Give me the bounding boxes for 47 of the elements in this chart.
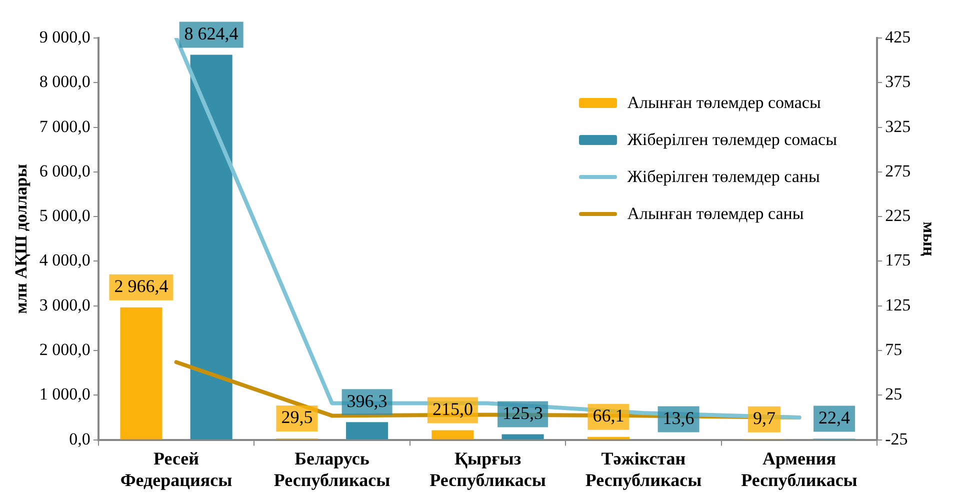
- bar: [432, 430, 474, 440]
- data-label: 8 624,4: [184, 24, 238, 44]
- y2-tick-label: 175: [885, 250, 911, 270]
- bar: [587, 436, 630, 440]
- legend-label: Алынған төлемдер сомасы: [627, 93, 821, 113]
- y2-tick-label: 75: [885, 340, 902, 359]
- y2-axis-title: мың: [919, 222, 938, 256]
- data-label: 29,5: [281, 407, 313, 428]
- y-tick-label: 8 000,0: [39, 72, 90, 92]
- data-label: 9,7: [752, 408, 776, 428]
- y-tick-label: 3 000,0: [39, 295, 90, 314]
- data-label: 66,1: [592, 406, 624, 426]
- y2-tick-label: 25: [885, 384, 902, 404]
- y-tick-label: 0,0: [69, 429, 90, 448]
- data-label: 125,3: [502, 402, 544, 423]
- y2-tick-label: 425: [885, 27, 911, 46]
- y2-tick-label: 375: [885, 72, 911, 92]
- x-tick-label: Ресей Федерациясы: [120, 448, 232, 490]
- legend-label: Жіберілген төлемдер саны: [627, 167, 820, 187]
- y-axis-title: млн АҚШ доллары: [12, 164, 31, 314]
- data-label: 2 966,4: [114, 276, 168, 296]
- y-tick-label: 5 000,0: [39, 206, 90, 226]
- data-label: 13,6: [662, 408, 694, 428]
- data-label: 215,0: [432, 398, 473, 419]
- legend-label: Алынған төлемдер саны: [627, 204, 804, 224]
- x-tick-label: Армения Республикасы: [741, 448, 858, 490]
- y2-tick-label: 325: [885, 116, 911, 136]
- y2-tick-label: 275: [885, 161, 911, 180]
- x-tick-label: Қырғыз Республикасы: [430, 448, 546, 490]
- legend-label: Жіберілген төлемдер сомасы: [627, 130, 837, 150]
- y-tick-label: 4 000,0: [39, 250, 90, 270]
- bar: [502, 434, 544, 440]
- y2-tick-label: 225: [885, 206, 911, 226]
- y-tick-label: 9 000,0: [39, 27, 90, 46]
- y-tick-label: 6 000,0: [39, 161, 90, 180]
- y2-tick-label: -25: [885, 429, 908, 448]
- y-tick-label: 1 000,0: [39, 384, 90, 404]
- data-label: 396,3: [346, 390, 388, 411]
- y-tick-label: 2 000,0: [39, 340, 90, 359]
- data-label: 22,4: [818, 408, 850, 428]
- x-tick-label: Тәжікстан Республикасы: [585, 448, 702, 490]
- bar: [190, 54, 232, 440]
- y2-tick-label: 125: [885, 295, 911, 314]
- bar: [346, 422, 388, 440]
- bar: [120, 307, 162, 440]
- x-tick-label: Беларусь Республикасы: [274, 448, 390, 490]
- y-tick-label: 7 000,0: [39, 116, 90, 136]
